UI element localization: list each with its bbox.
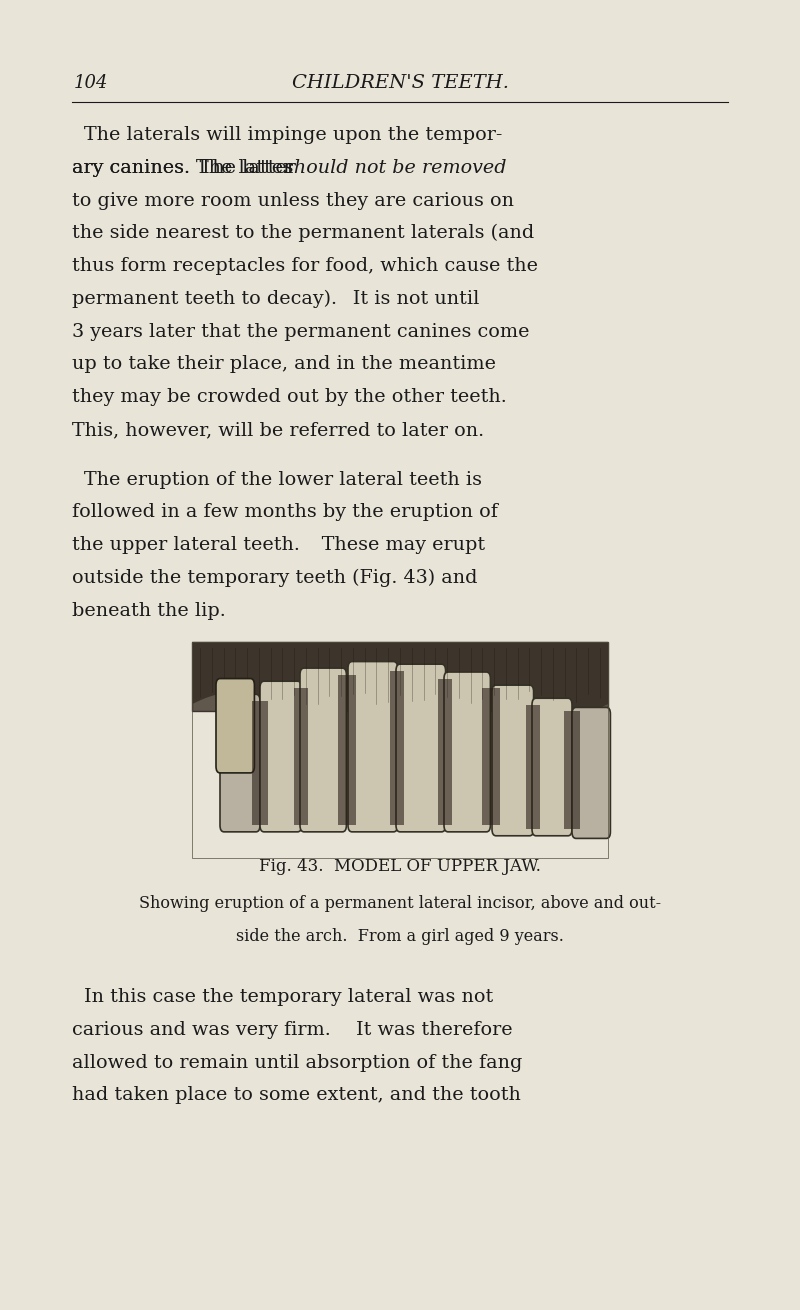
Text: to give more room unless they are carious on: to give more room unless they are cariou… [72,191,514,210]
Text: CHILDREN'S TEETH.: CHILDREN'S TEETH. [291,73,509,92]
Text: thus form receptacles for food, which cause the: thus form receptacles for food, which ca… [72,257,538,275]
FancyBboxPatch shape [220,694,260,832]
Text: the side nearest to the permanent laterals (and: the side nearest to the permanent latera… [72,224,534,242]
FancyBboxPatch shape [572,707,610,838]
FancyBboxPatch shape [532,698,572,836]
Text: The laterals will impinge upon the tempor-: The laterals will impinge upon the tempo… [84,126,502,144]
Text: carious and was very firm.  It was therefore: carious and was very firm. It was theref… [72,1020,513,1039]
Text: In this case the temporary lateral was not: In this case the temporary lateral was n… [84,988,494,1006]
FancyBboxPatch shape [260,681,302,832]
Bar [192,642,608,858]
FancyBboxPatch shape [216,679,254,773]
Text: Fig. 43.  MODEL OF UPPER JAW.: Fig. 43. MODEL OF UPPER JAW. [259,858,541,875]
Text: allowed to remain until absorption of the fang: allowed to remain until absorption of th… [72,1053,522,1072]
Text: This, however, will be referred to later on.: This, however, will be referred to later… [72,421,484,439]
Bar [564,711,580,829]
Text: followed in a few months by the eruption of: followed in a few months by the eruption… [72,503,498,521]
Text: permanent teeth to decay).  It is not until: permanent teeth to decay). It is not unt… [72,290,479,308]
Text: 3 years later that the permanent canines come: 3 years later that the permanent canines… [72,322,530,341]
Bar [390,671,404,825]
Bar [192,642,608,858]
Bar [294,688,308,825]
Text: they may be crowded out by the other teeth.: they may be crowded out by the other tee… [72,388,506,406]
FancyBboxPatch shape [492,685,534,836]
Text: Showing eruption of a permanent lateral incisor, above and out-: Showing eruption of a permanent lateral … [139,895,661,912]
Text: the upper lateral teeth.   These may erupt: the upper lateral teeth. These may erupt [72,536,485,554]
Text: side the arch.  From a girl aged 9 years.: side the arch. From a girl aged 9 years. [236,927,564,945]
Bar [338,675,356,825]
Text: ary canines. The latter: ary canines. The latter [72,159,302,177]
Text: beneath the lip.: beneath the lip. [72,601,226,620]
FancyBboxPatch shape [348,662,398,832]
Bar [438,679,452,825]
Bar [252,701,268,825]
FancyBboxPatch shape [396,664,446,832]
FancyBboxPatch shape [300,668,346,832]
Text: had taken place to some extent, and the tooth: had taken place to some extent, and the … [72,1086,521,1104]
Text: 104: 104 [74,73,108,92]
Text: outside the temporary teeth (Fig. 43) and: outside the temporary teeth (Fig. 43) an… [72,569,478,587]
Text: The latter: The latter [196,159,298,177]
Text: The eruption of the lower lateral teeth is: The eruption of the lower lateral teeth … [84,470,482,489]
FancyBboxPatch shape [444,672,490,832]
Text: should not be removed: should not be removed [284,159,506,177]
Text: ary canines.: ary canines. [72,159,190,177]
Bar [482,688,500,825]
Text: up to take their place, and in the meantime: up to take their place, and in the meant… [72,355,496,373]
Polygon shape [192,642,608,710]
Bar [526,705,540,829]
